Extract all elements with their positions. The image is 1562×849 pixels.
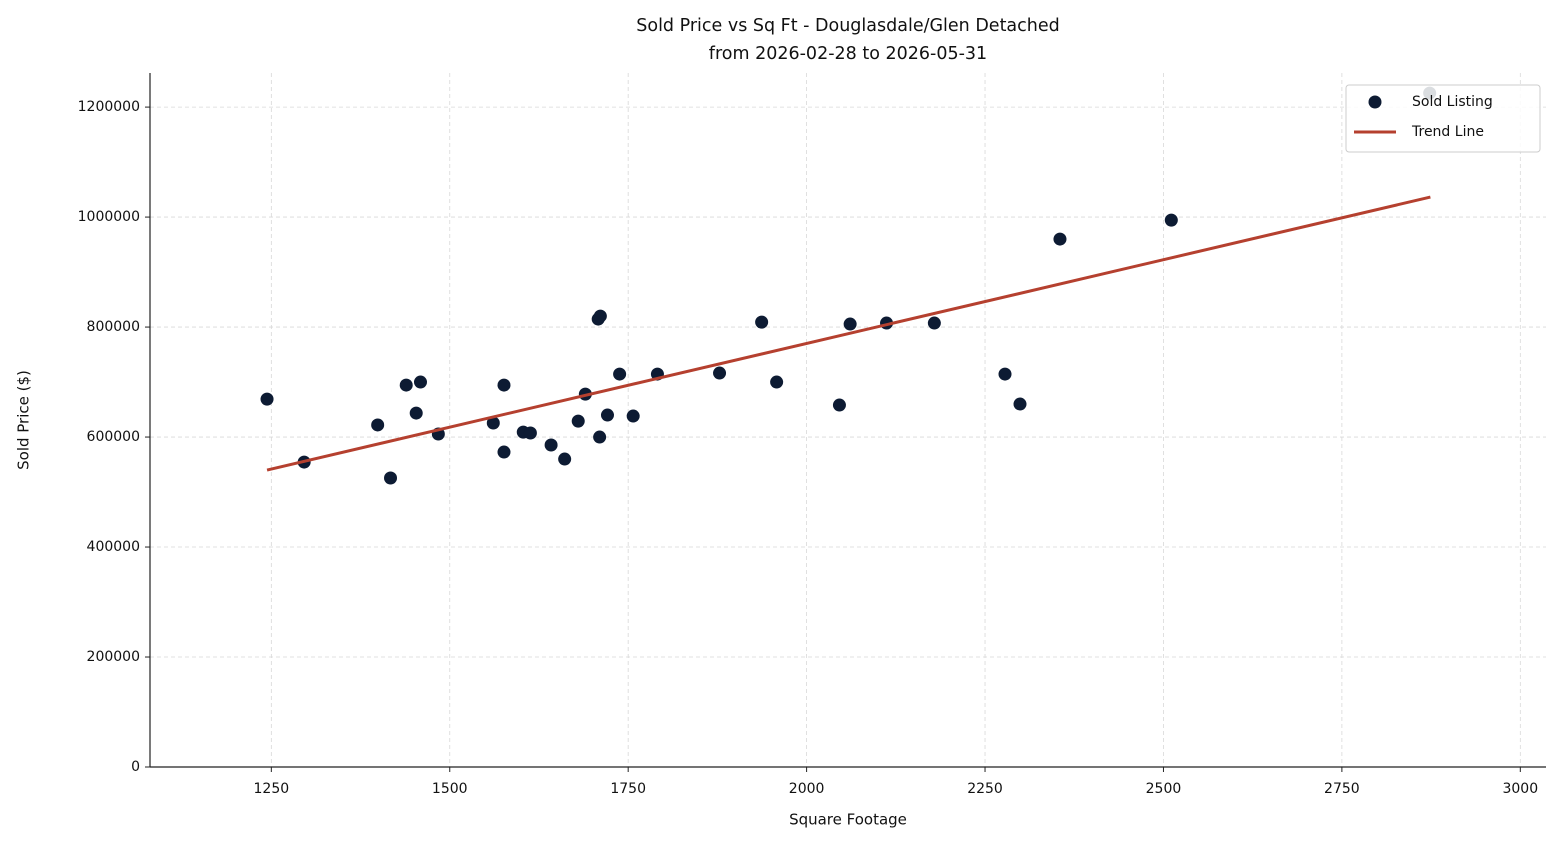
point: [927, 316, 941, 330]
point: [544, 438, 558, 452]
point: [832, 398, 846, 412]
point: [843, 317, 857, 331]
point: [593, 430, 607, 444]
x-axis-label: Square Footage: [789, 811, 907, 829]
point: [1013, 397, 1027, 411]
y-tick-label: 600000: [87, 429, 140, 445]
y-tick-label: 200000: [87, 649, 140, 665]
point: [523, 426, 537, 440]
y-tick-label: 400000: [87, 539, 140, 555]
point: [770, 375, 784, 389]
point: [413, 375, 427, 389]
point: [497, 445, 511, 459]
legend-label: Trend Line: [1411, 124, 1484, 140]
point: [755, 315, 769, 329]
point: [409, 406, 423, 420]
legend-box: [1345, 84, 1541, 153]
y-tick-label: 1000000: [78, 209, 140, 225]
point: [593, 309, 607, 323]
point: [558, 452, 572, 466]
y-tick-label: 0: [131, 759, 140, 775]
point: [998, 367, 1012, 381]
chart-subtitle: from 2026-02-28 to 2026-05-31: [709, 44, 987, 64]
x-tick-label: 1750: [610, 781, 646, 797]
y-axis-label: Sold Price ($): [15, 370, 33, 470]
y-tick-label: 800000: [87, 319, 140, 335]
point: [1164, 213, 1178, 227]
legend: Sold Listing Trend Line: [1345, 84, 1541, 153]
x-tick-label: 1500: [432, 781, 468, 797]
point: [713, 366, 727, 380]
point: [384, 471, 398, 485]
x-tick-label: 2000: [789, 781, 825, 797]
point: [626, 409, 640, 423]
legend-label: Sold Listing: [1412, 94, 1493, 110]
point: [600, 408, 614, 422]
x-tick-label: 2750: [1324, 781, 1360, 797]
x-tick-label: 1250: [254, 781, 290, 797]
point: [399, 378, 413, 392]
point: [1053, 232, 1067, 246]
x-tick-label: 2250: [967, 781, 1003, 797]
trend-line: [266, 195, 1431, 472]
point: [613, 367, 627, 381]
y-tick-label: 1200000: [78, 99, 140, 115]
point: [571, 414, 585, 428]
x-tick-label: 3000: [1502, 781, 1538, 797]
x-tick-label: 2500: [1146, 781, 1182, 797]
legend-marker: [1368, 95, 1382, 109]
point: [497, 378, 511, 392]
chart-title: Sold Price vs Sq Ft - Douglasdale/Glen D…: [636, 16, 1060, 36]
point: [486, 416, 500, 430]
point: [260, 392, 274, 406]
point: [371, 418, 385, 432]
